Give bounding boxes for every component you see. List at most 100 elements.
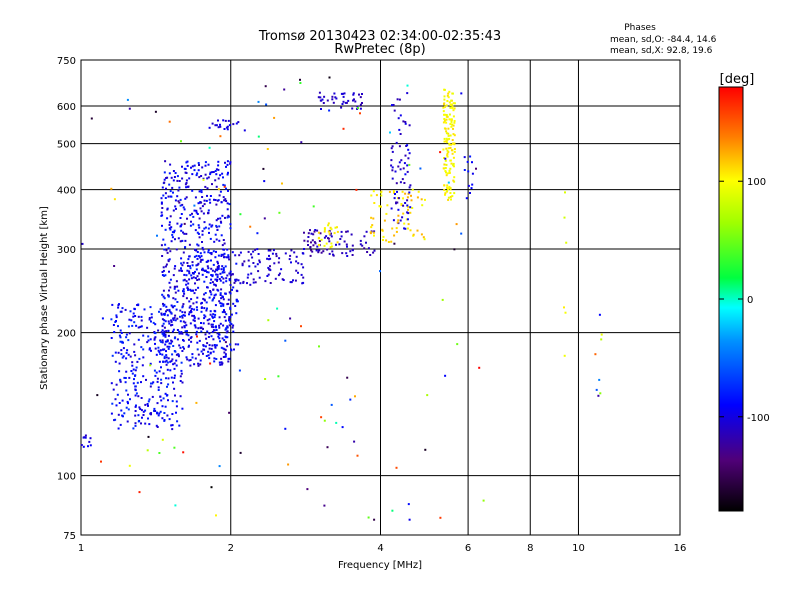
data-point [335,97,338,100]
data-point [243,129,246,132]
data-point [179,198,182,201]
data-point [110,337,113,339]
data-point [235,312,238,315]
data-point [267,258,270,261]
data-point [142,410,145,413]
data-point [159,353,162,355]
data-point [341,103,344,105]
data-point [205,309,208,312]
data-point [110,382,113,385]
data-point [181,264,184,267]
data-point [140,315,143,318]
data-point [202,248,205,251]
data-point [186,217,188,220]
data-point [223,316,226,319]
data-point [191,261,194,264]
data-point [190,340,193,343]
data-point [199,359,202,362]
data-point [452,115,455,118]
data-point [191,289,194,292]
data-point [563,216,566,219]
data-point [132,315,135,318]
data-point [209,173,212,176]
data-point [225,331,228,334]
data-point [409,211,412,214]
data-point [300,263,303,266]
data-point [174,298,177,301]
data-point [146,449,149,452]
data-point [125,351,128,354]
data-point [214,256,217,259]
data-point [111,303,114,306]
data-point [160,312,163,315]
data-point [170,312,173,315]
data-point [206,187,209,190]
data-point [235,300,238,303]
data-point [219,217,222,220]
data-point [167,383,170,386]
data-point [213,198,215,201]
data-point [404,192,407,195]
data-point [161,417,164,420]
data-point [453,120,456,122]
data-point [426,394,429,397]
data-point [134,424,137,427]
data-point [380,191,383,194]
data-point [409,184,412,187]
data-point [328,232,331,235]
data-point [226,274,229,277]
data-point [420,233,423,236]
data-point [307,244,309,246]
data-point [147,435,150,438]
data-point [180,213,183,215]
data-point [318,345,320,348]
data-point [141,416,143,419]
data-point [452,102,455,105]
data-point [315,249,318,252]
data-point [196,243,199,246]
data-point [180,369,183,372]
data-point [295,255,298,258]
data-point [366,251,369,253]
data-point [183,347,185,350]
data-point [227,360,230,363]
data-point [453,134,456,137]
data-point [391,169,394,172]
data-point [442,167,445,170]
data-point [228,278,231,281]
data-point [117,304,120,307]
data-point [114,351,117,354]
data-point [354,100,357,103]
data-point [330,245,333,248]
data-point [215,358,218,360]
data-point [227,302,230,305]
data-point [169,360,172,363]
y-tick-label: 600 [57,102,76,113]
data-point [121,399,124,402]
data-point [214,233,217,236]
data-point [226,128,229,131]
data-point [395,201,398,204]
data-point [114,360,117,363]
data-point [326,99,329,102]
data-point [199,260,202,263]
data-point [406,84,409,87]
data-point [201,166,204,169]
data-point [156,234,158,237]
data-point [188,300,191,303]
data-point [159,339,162,342]
data-point [453,176,456,179]
data-point [157,414,160,417]
data-point [393,242,396,245]
data-point [215,185,218,188]
data-point [451,195,454,198]
data-point [166,208,169,211]
data-point [229,274,232,277]
data-point [161,214,164,217]
data-point [336,230,339,233]
data-point [187,185,189,188]
data-point [395,141,398,144]
data-point [153,407,156,410]
data-point [475,167,477,170]
data-point [234,254,237,257]
